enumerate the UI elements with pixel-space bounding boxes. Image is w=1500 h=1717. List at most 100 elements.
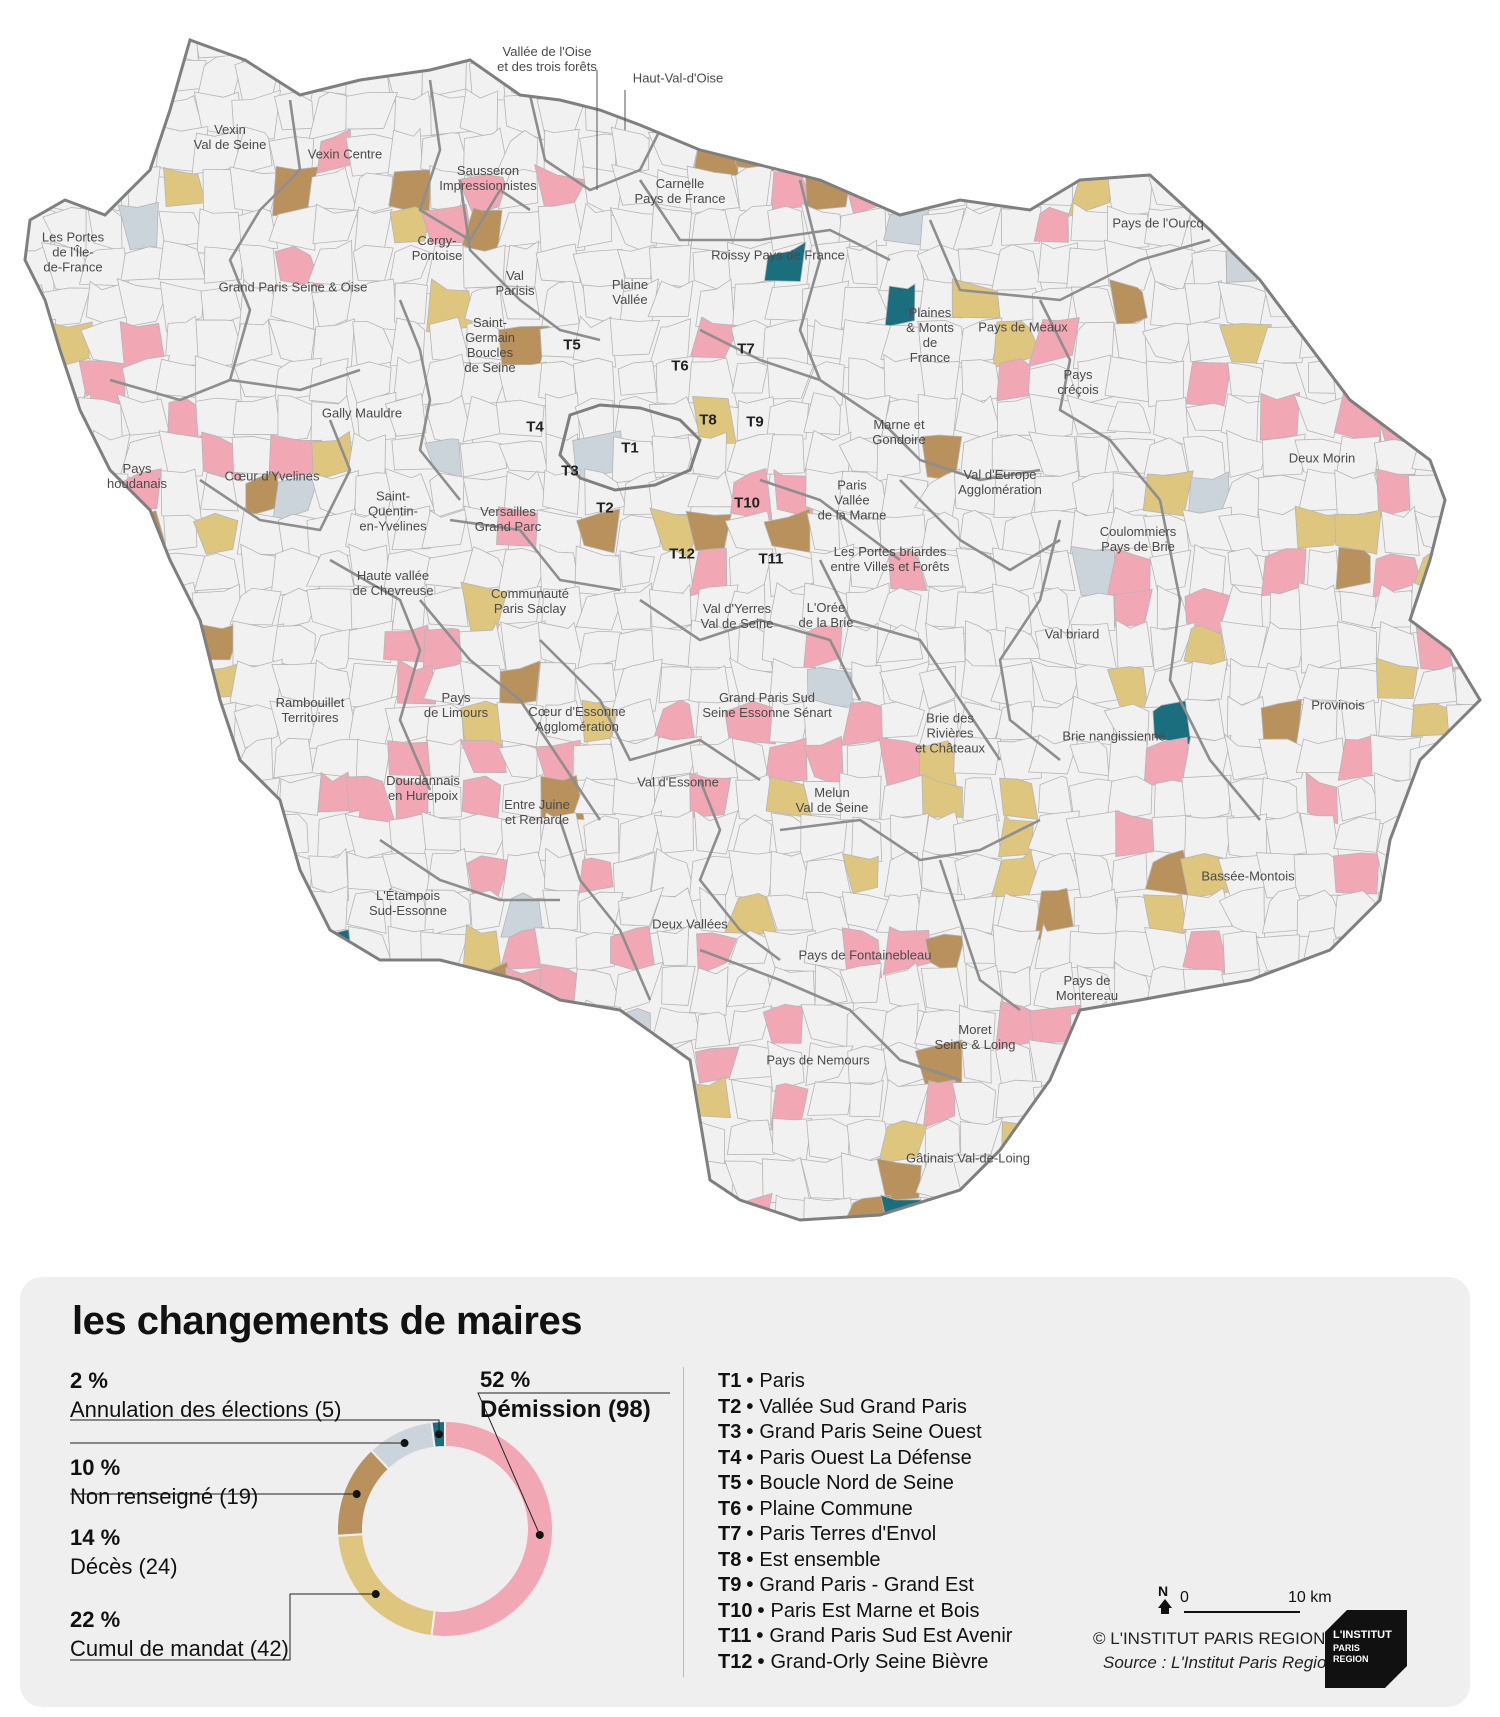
epci-label: Val Parisis: [495, 268, 535, 298]
commune-shape: [1455, 586, 1480, 624]
commune-shape: [1412, 206, 1455, 253]
commune-shape: [1108, 1156, 1153, 1204]
commune-shape: [1408, 40, 1459, 66]
donut-leader-lines: [70, 1392, 670, 1661]
commune-shape: [1299, 316, 1341, 359]
commune-shape: [238, 925, 281, 971]
commune-shape: [1448, 999, 1480, 1048]
logo-line-2: PARIS: [1333, 1643, 1360, 1653]
commune-shape: [1030, 131, 1082, 176]
commune-shape: [391, 584, 427, 632]
commune-shape: [1222, 930, 1260, 977]
epci-boundary-line: [458, 179, 601, 342]
commune-shape: [1186, 1077, 1234, 1128]
commune-shape: [1070, 125, 1118, 176]
commune-shape: [1225, 1001, 1268, 1043]
commune-shape: [309, 1235, 359, 1240]
commune-shape: [690, 1235, 737, 1240]
commune-shape: [728, 40, 776, 58]
commune-shape: [877, 1120, 928, 1164]
commune-shape: [1370, 966, 1416, 1014]
commune-shape: [51, 894, 94, 932]
commune-shape: [610, 926, 657, 978]
commune-shape: [653, 809, 694, 854]
epci-boundary-line: [899, 479, 1061, 572]
commune-shape: [848, 52, 890, 98]
commune-shape: [126, 972, 163, 1011]
commune-shape: [1450, 849, 1480, 901]
commune-shape: [1183, 1236, 1223, 1240]
commune-shape: [876, 624, 924, 664]
commune-shape: [648, 1123, 700, 1163]
epci-label: Coulommiers Pays de Brie: [1099, 524, 1177, 554]
commune-shape: [91, 590, 132, 628]
commune-shape: [842, 40, 885, 65]
commune-shape: [25, 1153, 47, 1199]
commune-shape: [1070, 1194, 1119, 1220]
commune-shape: [193, 1157, 246, 1202]
commune-shape: [1302, 1043, 1335, 1088]
epci-label: Pays de l'Ourcq: [1112, 215, 1204, 231]
commune-shape: [42, 965, 92, 1005]
commune-shape: [191, 1193, 241, 1220]
commune-shape: [25, 621, 57, 672]
commune-shape: [959, 1117, 1003, 1158]
epci-boundary-line: [798, 179, 881, 422]
commune-shape: [1144, 40, 1194, 66]
commune-shape: [571, 1116, 617, 1161]
legend-divider: [683, 1367, 684, 1677]
commune-shape: [1374, 132, 1417, 173]
commune-shape: [1146, 1231, 1188, 1240]
commune-shape: [127, 1002, 161, 1051]
commune-shape: [199, 1075, 237, 1124]
scale-zero: 0: [1180, 1589, 1189, 1606]
commune-shape: [497, 585, 542, 625]
commune-shape: [1295, 737, 1346, 774]
legend-panel: les changements de maires 52 % Démission…: [20, 1277, 1470, 1707]
commune-shape: [194, 1232, 243, 1240]
commune-shape: [307, 239, 354, 287]
commune-shape: [420, 1076, 475, 1123]
commune-shape: [501, 851, 551, 902]
commune-shape: [953, 1229, 1003, 1240]
commune-shape: [1226, 813, 1268, 861]
commune-shape: [881, 1078, 930, 1126]
territory-item: T10 • Paris Est Marne et Bois: [718, 1599, 980, 1622]
commune-shape: [465, 1153, 511, 1202]
commune-shape: [500, 892, 544, 938]
commune-shape: [545, 700, 589, 746]
commune-shape: [426, 1234, 465, 1240]
commune-shape: [1259, 777, 1298, 823]
commune-shape: [1142, 92, 1195, 132]
commune-shape: [1377, 207, 1418, 257]
commune-shape: [1294, 1080, 1343, 1131]
commune-shape: [193, 777, 238, 817]
commune-shape: [166, 1117, 206, 1160]
commune-shape: [123, 847, 167, 901]
commune-shape: [395, 1044, 427, 1090]
commune-shape: [51, 1191, 94, 1220]
commune-shape: [81, 1120, 125, 1161]
commune-shape: [1180, 1195, 1233, 1220]
commune-shape: [1295, 131, 1346, 178]
commune-shape: [924, 1118, 961, 1167]
commune-shape: [1339, 699, 1378, 748]
commune-shape: [766, 434, 805, 475]
commune-shape: [1455, 548, 1480, 598]
epci-label: Les Portes briardes entre Villes et Forê…: [830, 544, 950, 574]
epci-label: Dourdannais en Hurepoix: [386, 773, 460, 803]
commune-shape: [1231, 50, 1264, 104]
commune-shape: [728, 849, 777, 899]
commune-shape: [692, 395, 737, 445]
commune-shape: [1184, 1154, 1227, 1206]
commune-shape: [1149, 549, 1192, 593]
commune-shape: [538, 1117, 574, 1159]
commune-shape: [25, 928, 47, 974]
commune-shape: [316, 1153, 348, 1204]
commune-shape: [1372, 277, 1421, 325]
commune-shape: [650, 549, 694, 594]
commune-shape: [1032, 1079, 1081, 1130]
commune-shape: [724, 893, 778, 935]
commune-shape: [847, 1045, 891, 1084]
commune-shape: [25, 360, 48, 394]
